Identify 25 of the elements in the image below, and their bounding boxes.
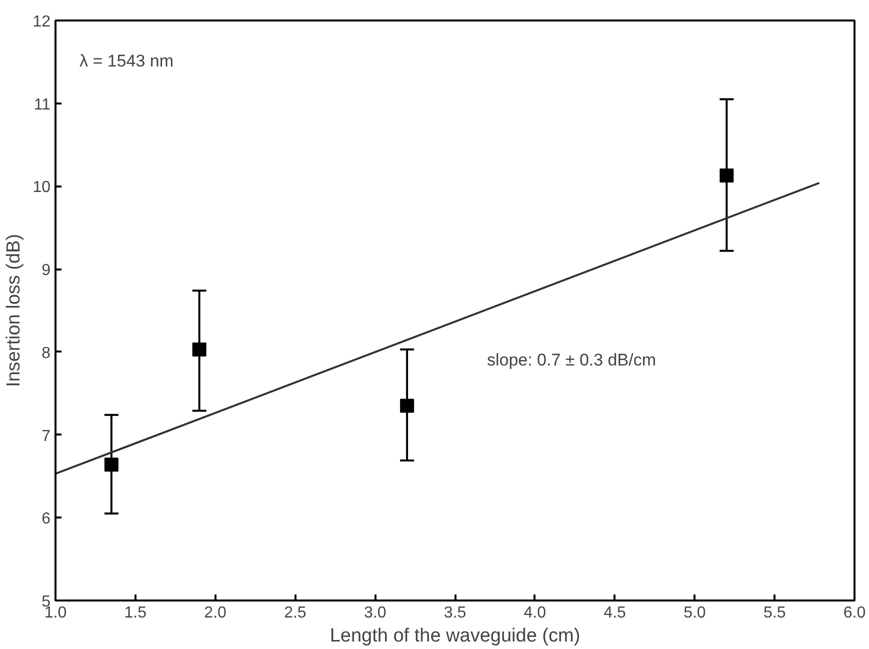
- x-axis-title: Length of the waveguide (cm): [330, 626, 580, 646]
- y-axis-title: Insertion loss (dB): [4, 234, 25, 388]
- x-tick-label: 4.0: [524, 604, 546, 622]
- x-tick-label: 4.5: [604, 604, 626, 622]
- y-tick-label: 6: [42, 510, 51, 528]
- x-tick-label: 2.5: [284, 604, 306, 622]
- x-tick-label: 3.5: [444, 604, 466, 622]
- point: [192, 342, 206, 356]
- point: [720, 168, 734, 182]
- y-tick-label: 12: [32, 14, 51, 30]
- point: [104, 458, 118, 472]
- x-tick-label: 6.0: [843, 604, 866, 622]
- x-tick-label: 3.0: [364, 604, 386, 622]
- point: [400, 398, 414, 413]
- annotation: slope: 0.7 ± 0.3 dB/cm: [486, 350, 656, 370]
- x-tick-label: 1.5: [124, 604, 147, 622]
- y-tick-label: 10: [32, 179, 51, 196]
- y-tick-label: 9: [42, 262, 51, 280]
- x-tick-label: 2.0: [204, 604, 227, 622]
- y-tick-label: 11: [34, 96, 51, 114]
- y-tick-label: 7: [42, 428, 51, 445]
- annotation: λ = 1543 nm: [79, 52, 174, 71]
- x-tick-label: 5.0: [684, 604, 706, 622]
- y-tick-label: 8: [42, 344, 51, 362]
- x-tick-label: 5.5: [763, 604, 786, 622]
